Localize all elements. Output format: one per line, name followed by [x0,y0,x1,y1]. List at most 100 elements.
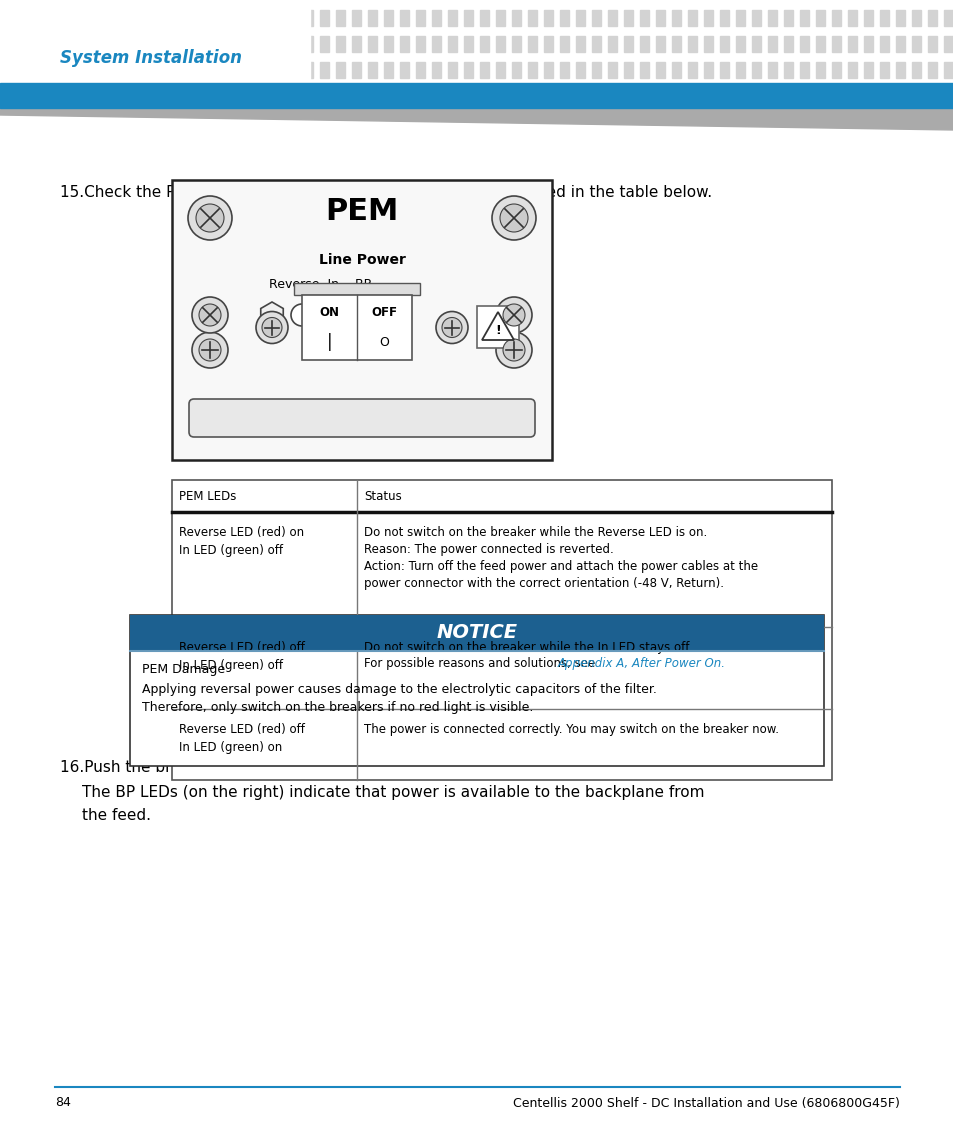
Bar [512,62,520,78]
Text: the feed.: the feed. [82,808,151,823]
Bar [463,35,473,52]
Bar [479,88,489,104]
Bar [479,62,489,78]
Bar [175,10,185,26]
Bar [128,88,137,104]
Bar [656,88,664,104]
Bar [639,62,648,78]
Bar [224,88,233,104]
Bar [703,35,712,52]
Bar [639,35,648,52]
Bar [879,35,888,52]
Bar [879,10,888,26]
Bar [288,62,296,78]
Bar [302,295,412,360]
Bar [48,10,57,26]
Text: Reason: The power connected is reverted.: Reason: The power connected is reverted. [364,543,613,556]
Bar [335,62,345,78]
Bar [527,62,537,78]
Bar [720,88,728,104]
Bar [927,88,936,104]
Bar [576,88,584,104]
Bar [16,88,25,104]
Text: Do not switch on the breaker while the In LED stays off.: Do not switch on the breaker while the I… [364,641,692,654]
Bar [352,35,360,52]
Text: Appendix A, After Power On.: Appendix A, After Power On. [558,657,725,670]
Bar [735,88,744,104]
Bar [767,35,776,52]
Bar [48,35,57,52]
Bar [943,62,952,78]
Bar [130,615,823,652]
Bar [16,62,25,78]
Bar [783,62,792,78]
Bar [304,88,313,104]
Bar [160,62,169,78]
Bar [368,10,376,26]
Bar [64,62,73,78]
Bar [160,10,169,26]
Bar [192,88,201,104]
Bar [368,62,376,78]
Bar [416,10,424,26]
Bar [448,88,456,104]
Bar [720,62,728,78]
Text: In LED (green) off: In LED (green) off [179,544,283,556]
Bar [927,10,936,26]
Bar [863,88,872,104]
Circle shape [499,204,527,232]
Circle shape [291,305,313,326]
Bar [847,35,856,52]
Bar [607,62,617,78]
Bar [687,62,697,78]
Bar [463,10,473,26]
Bar [319,35,329,52]
Bar [0,10,9,26]
Bar [255,10,265,26]
Bar [224,10,233,26]
Bar [399,10,409,26]
Text: !: ! [495,324,500,337]
Bar [96,35,105,52]
Bar [463,88,473,104]
Bar [656,10,664,26]
Bar [783,88,792,104]
Bar [32,62,41,78]
Bar [128,35,137,52]
Bar [671,10,680,26]
Bar [639,10,648,26]
Text: power connector with the correct orientation (-48 V, Return).: power connector with the correct orienta… [364,577,723,590]
Bar [943,10,952,26]
Circle shape [496,297,532,333]
Bar [927,62,936,78]
Polygon shape [371,302,393,327]
Bar [751,10,760,26]
Bar [255,62,265,78]
Bar [815,35,824,52]
Text: Applying reversal power causes damage to the electrolytic capacitors of the filt: Applying reversal power causes damage to… [142,684,657,696]
Text: Reverse  In    BP: Reverse In BP [269,278,371,292]
Bar [0,88,9,104]
Bar [384,62,393,78]
Bar [416,62,424,78]
Bar [911,35,920,52]
Bar [911,88,920,104]
Circle shape [188,196,232,240]
Bar [656,35,664,52]
Bar [751,35,760,52]
Bar [384,35,393,52]
Bar [208,62,216,78]
Bar [352,88,360,104]
Bar [272,35,281,52]
Bar [735,62,744,78]
Text: Do not switch on the breaker while the Reverse LED is on.: Do not switch on the breaker while the R… [364,526,706,539]
Bar [623,88,633,104]
Bar [0,82,953,108]
Bar [592,62,600,78]
Bar [0,35,9,52]
Bar [607,35,617,52]
Bar [543,88,553,104]
Bar [735,35,744,52]
Bar [128,10,137,26]
Bar [895,62,904,78]
